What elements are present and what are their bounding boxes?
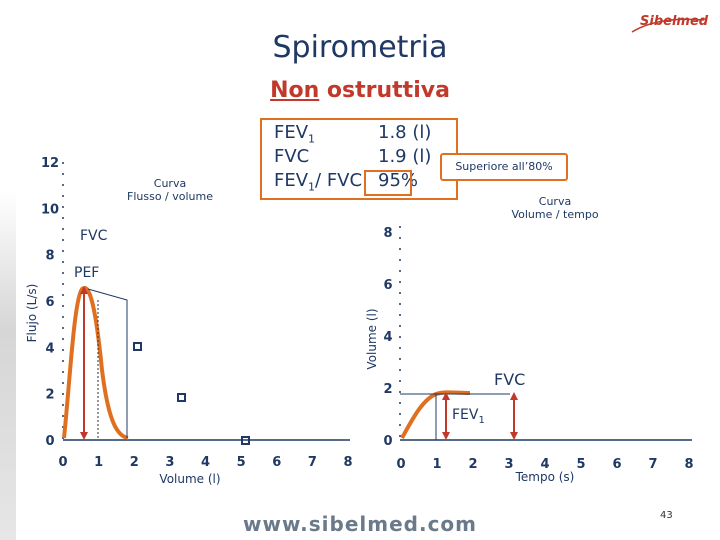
fev1-tag: FEV1: [452, 407, 485, 426]
pef-tag: PEF: [74, 265, 100, 281]
vt-x-tick-label: 3: [504, 457, 513, 472]
vt-x-tick-label: 8: [684, 457, 693, 472]
param-row-ratio: FEV1/ FVC 95%: [274, 170, 454, 194]
threshold-badge: Superiore all’80%: [440, 153, 568, 181]
fvc-tag-right: FVC: [494, 370, 526, 389]
fv-x-tick-label: 0: [58, 455, 67, 470]
vt-x-tick-label: 1: [432, 457, 441, 472]
data-marker: [133, 342, 142, 351]
fv-y-tick-label: 10: [41, 202, 59, 217]
fvc-tag-left: FVC: [80, 228, 108, 244]
vt-y-tick-label: 6: [383, 278, 392, 293]
vt-x-ticks: 0 1 2 3 4 5 6 7 8: [396, 457, 693, 472]
subtitle-underlined-word: Non: [270, 78, 320, 103]
ratio-highlight-box: [364, 170, 412, 196]
fv-x-tick-label: 6: [272, 455, 281, 470]
param-label: FVC: [274, 146, 310, 167]
fv-x-tick-label: 5: [237, 455, 246, 470]
vt-y-tick-label: 0: [383, 434, 392, 449]
param-value: 1.9 (l): [378, 146, 432, 167]
vt-x-tick-label: 7: [648, 457, 657, 472]
vt-x-tick-label: 5: [576, 457, 585, 472]
pef-arrow-head: [80, 286, 88, 294]
fv-x-tick-label: 7: [308, 455, 317, 470]
vt-x-tick-label: 0: [396, 457, 405, 472]
fvc-arrow-tail: [510, 432, 518, 440]
flow-volume-note: Curva Flusso / volume: [127, 177, 213, 203]
slide-subtitle: Non ostruttiva: [0, 78, 720, 103]
fv-x-tick-label: 8: [343, 455, 352, 470]
vt-x-tick-label: 6: [612, 457, 621, 472]
fv-x-tick-label: 3: [165, 455, 174, 470]
fev1-arrow-head: [442, 392, 450, 400]
data-marker: [177, 393, 186, 402]
fv-x-axis-label: Volume (l): [159, 472, 221, 486]
vt-x-tick-label: 2: [468, 457, 477, 472]
fv-y-tick-label: 0: [45, 434, 54, 449]
vt-y-tick-label: 2: [383, 382, 392, 397]
subtitle-rest: ostruttiva: [319, 78, 450, 103]
fv-x-tick-label: 2: [130, 455, 139, 470]
flow-volume-curve: [62, 285, 129, 440]
fv-y-tick-label: 2: [45, 388, 54, 403]
fv-y-axis-label: Flujo (L/s): [25, 283, 39, 343]
fv-x-tick-label: 1: [94, 455, 103, 470]
sibelmed-logo: Sibelmed: [640, 14, 709, 29]
fv-y-tick-label: 6: [45, 295, 54, 310]
param-row-fvc: FVC 1.9 (l): [274, 146, 454, 170]
param-value: 95%: [378, 170, 419, 191]
data-marker: [241, 436, 250, 445]
vt-y-axis-label: Volume (l): [365, 308, 379, 370]
volume-time-note: Curva Volume / tempo: [511, 195, 599, 221]
fev1-arrow-tail: [442, 432, 450, 440]
fv-y-tick-label: 4: [45, 341, 54, 356]
fv-y-ticks: 0 2 4 6 8 10 12: [41, 156, 59, 449]
param-label: FEV1/ FVC: [274, 170, 363, 194]
fv-x-tick-label: 4: [201, 455, 210, 470]
pef-arrow-tail: [80, 432, 88, 440]
vt-y-tick-label: 8: [383, 226, 392, 241]
param-row-fev1: FEV1 1.8 (l): [274, 122, 454, 146]
slide-title: Spirometria: [272, 30, 448, 65]
vt-x-axis-label: Tempo (s): [515, 470, 575, 484]
volume-time-axes: 0 2 4 6 8 0 1 2 3 4 5 6 7 8: [383, 226, 694, 472]
website-footer: www.sibelmed.com: [243, 512, 477, 536]
vt-y-tick-label: 4: [383, 330, 392, 345]
param-value: 1.8 (l): [378, 122, 432, 143]
param-label: FEV1: [274, 122, 316, 146]
logo-swoosh-icon: [631, 18, 705, 33]
fv-reference-line: [87, 288, 128, 438]
fv-y-tick-label: 8: [45, 249, 54, 264]
vt-y-ticks: 0 2 4 6 8: [383, 226, 392, 449]
fv-x-ticks: 0 1 2 3 4 5 6 7 8: [58, 455, 352, 470]
page-number: 43: [660, 510, 673, 521]
vt-x-tick-label: 4: [540, 457, 549, 472]
left-decorative-bar: [0, 190, 16, 540]
fvc-arrow-head: [510, 392, 518, 400]
fv-y-tick-label: 12: [41, 156, 59, 171]
